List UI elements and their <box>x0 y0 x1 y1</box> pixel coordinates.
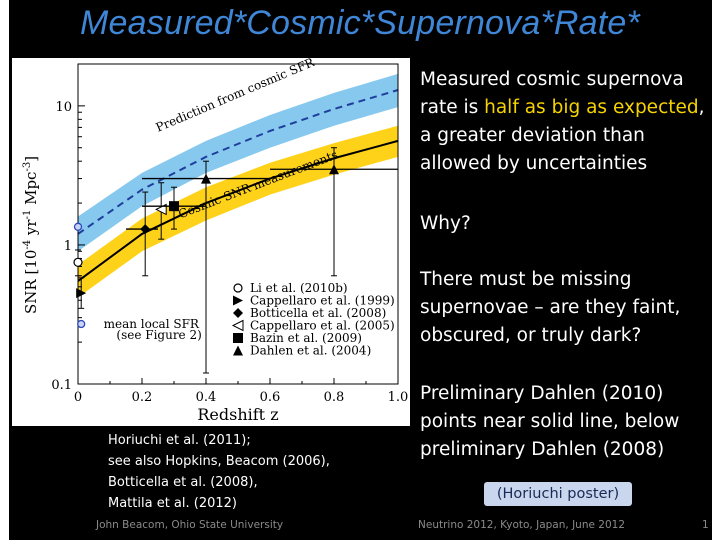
supernova-rate-figure: 0 0.2 0.4 0.6 0.8 1.0 0.1 1 10 Redshift z SNR [10-… <box>12 58 410 426</box>
y-tick-label: 1 <box>64 239 72 254</box>
data-point <box>140 224 151 235</box>
data-point <box>201 173 211 184</box>
slide-left-margin <box>0 0 9 540</box>
local-sfr-sublabel: (see Figure 2) <box>116 328 201 342</box>
prediction-band <box>78 73 398 252</box>
y-axis-label-part: ] <box>22 156 40 162</box>
measurement-line <box>77 139 399 282</box>
paragraph-main-finding-tail: , a greater deviation than allowed by un… <box>420 97 705 174</box>
data-point <box>329 164 339 175</box>
slide-title: Measured*Cosmic*Supernova*Rate* <box>80 4 640 42</box>
data-point <box>155 203 167 216</box>
y-tick-label: 0.1 <box>51 378 72 393</box>
data-point <box>76 288 87 299</box>
y-axis-label-part: -3 <box>22 162 33 172</box>
y-axis-label-part: -4 <box>22 240 33 250</box>
x-tick-label: 0.8 <box>324 390 345 405</box>
legend-label: Bazin et al. (2009) <box>250 331 362 345</box>
reference-line: Botticella et al. (2008), <box>108 475 258 490</box>
highlight-half-as-big: half as big as expected <box>484 97 699 118</box>
prediction-line <box>77 89 399 235</box>
legend-label: Cappellaro et al. (1999) <box>250 294 395 308</box>
measurement-band <box>78 125 398 298</box>
legend-marker <box>231 319 244 332</box>
legend-label: Li et al. (2010b) <box>250 281 348 295</box>
data-point <box>73 222 83 231</box>
legend-marker <box>233 283 243 293</box>
y-axis-label-part: Mpc <box>22 172 40 210</box>
data-point <box>77 319 86 329</box>
paragraph-preliminary-dahlen: Preliminary Dahlen (2010) points near so… <box>420 383 680 460</box>
footer-event: Neutrino 2012, Kyoto, Japan, June 2012 <box>418 519 625 531</box>
paragraph-why: Why? <box>420 213 471 234</box>
x-tick-label: 0.2 <box>132 390 153 405</box>
legend-marker <box>233 295 243 306</box>
poster-badge: (Horiuchi poster) <box>484 482 632 506</box>
local-sfr-label: mean local SFR <box>104 317 200 331</box>
footer-page-number: 1 <box>702 519 709 531</box>
x-axis-label: Redshift z <box>197 405 278 424</box>
y-axis-label-part: SNR [10 <box>22 250 40 314</box>
data-point <box>73 257 83 267</box>
slide-right-margin <box>712 0 720 540</box>
y-tick-label: 10 <box>55 100 72 115</box>
data-point <box>169 201 179 212</box>
x-tick-label: 0 <box>74 390 82 405</box>
x-tick-label: 0.4 <box>196 390 217 405</box>
legend-label: Dahlen et al. (2004) <box>250 344 371 358</box>
legend-label: Botticella et al. (2008) <box>250 306 386 320</box>
reference-line: Horiuchi et al. (2011); <box>108 433 251 448</box>
paragraph-main-finding-text: Measured cosmic supernova rate is <box>420 69 684 118</box>
legend-label: Cappellaro et al. (2005) <box>250 319 395 333</box>
paragraph-main-finding: Measured cosmic supernova rate is half a… <box>420 66 712 178</box>
legend-marker <box>233 345 243 356</box>
legend-marker <box>233 333 243 343</box>
y-axis-label-part: yr <box>22 219 40 240</box>
y-axis-label-part: -1 <box>22 210 33 220</box>
legend-marker <box>233 308 243 318</box>
x-tick-label: 0.6 <box>260 390 281 405</box>
y-axis-label: SNR [10-4 yr-1 Mpc-3] <box>22 156 40 314</box>
x-tick-label: 1.0 <box>388 390 409 405</box>
reference-line: Mattila et al. (2012) <box>108 496 237 511</box>
footer-author: John Beacom, Ohio State University <box>96 519 284 531</box>
references: Horiuchi et al. (2011); see also Hopkins… <box>108 430 408 514</box>
paragraph-missing-supernovae: There must be missing supernovae – are t… <box>420 269 681 346</box>
reference-line: see also Hopkins, Beacom (2006), <box>108 454 330 469</box>
